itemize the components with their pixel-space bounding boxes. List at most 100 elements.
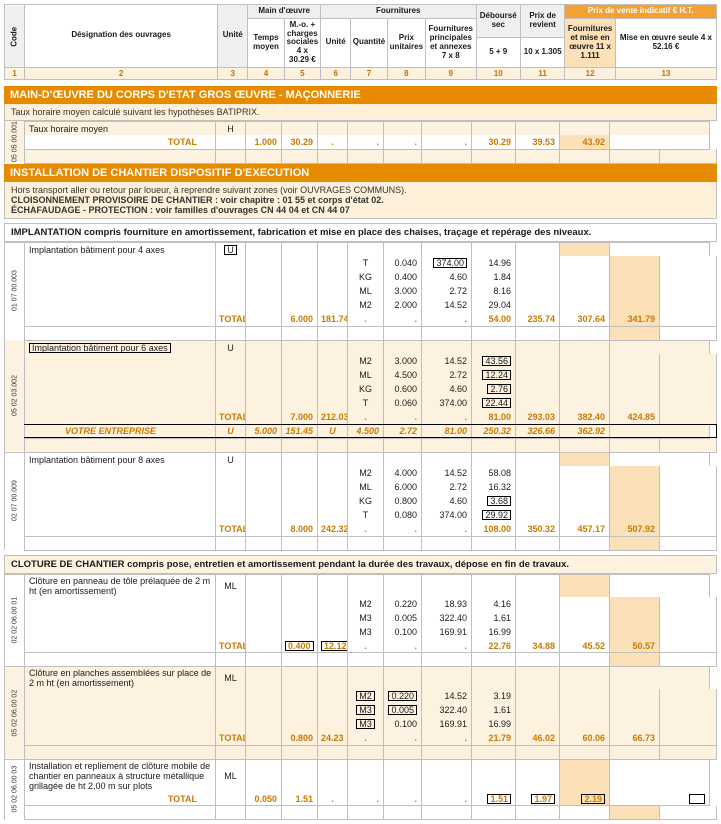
grp-desc: Implantation bâtiment pour 4 axes [25,242,216,256]
item-pu: 374.00 [422,256,472,270]
hdr-pv: Prix de vente indicatif € H.T. [565,5,717,19]
hdr-pr: Prix de revient [520,5,564,38]
item-pu: 374.00 [422,396,472,410]
grp-desc: Implantation bâtiment pour 6 axes [25,340,216,354]
tot-pr: 60.06 [560,731,610,745]
taux-desc: Taux horaire moyen [25,121,216,135]
tot-fmo: 66.73 [610,731,660,745]
hdr-num-3: 3 [218,67,248,79]
item-u: KG [348,382,384,396]
total-label: TOTAL [25,135,216,149]
hdr-fu: Unité [321,18,351,67]
item-q: 0.100 [384,717,422,731]
item-q: 0.005 [384,703,422,717]
hdr-code: Code [5,5,25,68]
votre-entreprise: VOTRE ENTREPRISE [216,326,246,340]
tot-mo: 181.74 [318,312,348,326]
item-ann: 16.99 [472,625,516,639]
hdr-num-1: 1 [5,67,25,79]
item-desc: Plâtre gros [216,256,246,270]
total-label: TOTAL [216,410,246,424]
tot-fmo: 341.79 [610,312,660,326]
grp-desc: Clôture en panneau de tôle prélaquée de … [25,574,216,597]
item-pu: 2.72 [422,284,472,298]
tot-pr: 45.52 [560,639,610,653]
votre-entreprise: VOTRE ENTREPRISE [216,745,246,759]
section-mo-note: Taux horaire moyen calculé suivant les h… [4,104,717,121]
hdr-ds: Déboursé sec [476,5,520,38]
votre-entreprise: VOTRE ENTREPRISE [216,653,246,667]
item-pu: 14.52 [422,298,472,312]
item-u: T [348,396,384,410]
item-pu: 322.40 [422,611,472,625]
hdr-temps: Temps moyen [248,18,284,67]
item-q: 2.000 [384,298,422,312]
item-pu: 2.72 [422,480,472,494]
item-q: 0.220 [384,689,422,703]
item-u: M2 [348,597,384,611]
hdr-num-13: 13 [615,67,716,79]
tot-t: 0.800 [282,731,318,745]
item-desc: Chevron 80x80 mm [216,368,246,382]
item-ann: 58.08 [472,466,516,480]
hdr-num-2: 2 [25,67,218,79]
code: 05 02 03.002 [5,340,25,452]
item-u: KG [348,494,384,508]
hdr-num-7: 7 [351,67,387,79]
tot-ann: 108.00 [472,522,516,536]
item-q: 0.005 [384,611,422,625]
item-desc: Bastaing de coffrage [216,611,246,625]
tot-ds: 235.74 [516,312,560,326]
item-ann: 14.96 [472,256,516,270]
item-desc: Planche de coffrage [216,354,246,368]
hdr-ds2: 5 + 9 [476,37,520,67]
hdr-num-6: 6 [321,67,351,79]
item-ann: 3.19 [472,689,516,703]
tot-mo: 12.12 [318,639,348,653]
tot-pr: 382.40 [560,410,610,424]
item-desc: Plâtre gros [216,508,246,522]
tot-ds: 46.02 [516,731,560,745]
hdr-num-9: 9 [426,67,477,79]
item-q: 4.000 [384,466,422,480]
item-u: M2 [348,689,384,703]
item-desc: Planche de coffrage [216,689,246,703]
tot-pr: 457.17 [560,522,610,536]
item-u: M2 [348,466,384,480]
section-inst-note: Hors transport aller ou retour par loueu… [4,182,717,219]
hdr-desig: Désignation des ouvrages [25,5,218,68]
item-u: ML [348,480,384,494]
item-pu: 4.60 [422,270,472,284]
item-q: 0.400 [384,270,422,284]
item-pu: 14.52 [422,466,472,480]
tot-ds: 350.32 [516,522,560,536]
item-q: 0.080 [384,508,422,522]
tot-fmo: 424.85 [610,410,660,424]
grp-u: U [216,340,246,354]
item-desc: Planche de coffrage [216,298,246,312]
code: 05 02 06.00 03 [5,759,25,820]
hdr-num-8: 8 [387,67,425,79]
item-desc: Bac acier [216,597,246,611]
tot-mo: 242.32 [318,522,348,536]
code: 01 07 00.003 [5,242,25,340]
item-q: 0.040 [384,256,422,270]
hdr-mo: Main d'œuvre [248,5,321,19]
item-ann: 43.56 [472,354,516,368]
item-u: KG [348,270,384,284]
item-pu: 4.60 [422,382,472,396]
tot-t: 8.000 [282,522,318,536]
item-u: T [348,508,384,522]
code: 02 07 00.009 [5,452,25,550]
hdr-moseule: Mise en œuvre seule 4 x 52.16 € [615,18,716,67]
tot-fmo: 50.57 [610,639,660,653]
tot-t: 0.400 [282,639,318,653]
tot-t: 7.000 [282,410,318,424]
item-ann: 29.04 [472,298,516,312]
hdr-fq: Quantité [351,18,387,67]
grp-u: U [216,452,246,466]
item-pu: 169.91 [422,717,472,731]
item-ann: 1.61 [472,611,516,625]
total-label: TOTAL [25,792,216,806]
votre-entreprise: VOTRE ENTREPRISE [216,536,246,550]
